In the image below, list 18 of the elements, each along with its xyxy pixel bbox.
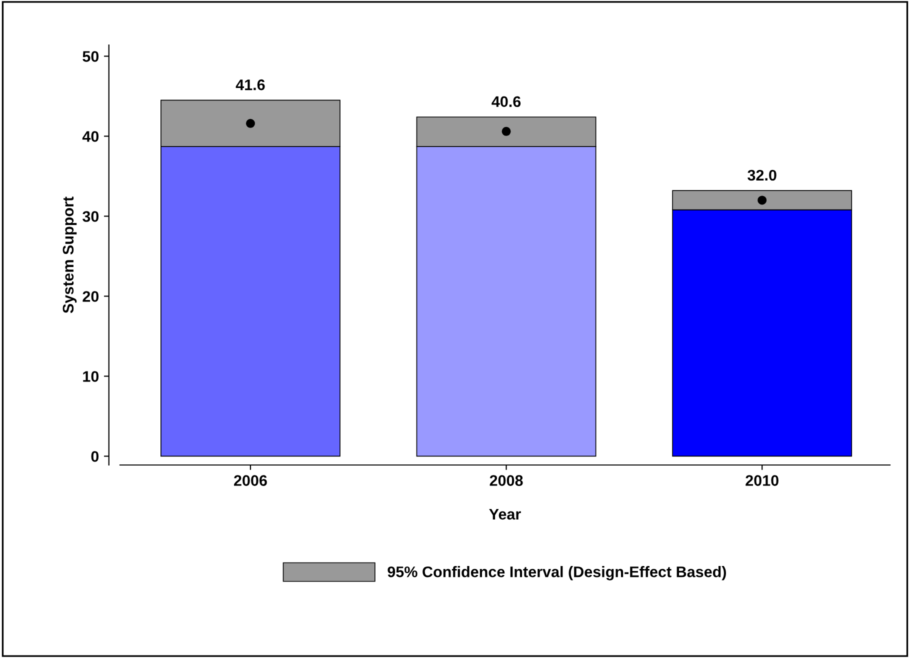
x-tick-label: 2006 (234, 475, 267, 486)
x-tick-label: 2008 (490, 475, 523, 486)
y-tick-label: 40 (82, 131, 99, 142)
point (502, 126, 511, 136)
y-tick-label: 30 (82, 211, 99, 222)
point (246, 118, 255, 128)
y-tick-label: 0 (91, 451, 99, 462)
text: 95% Confidence Interval (Design-Effect Based) (388, 566, 726, 580)
x-axis-title: Year (489, 508, 521, 520)
y-axis-title: System Support (62, 196, 77, 314)
data-label: 41.6 (236, 79, 265, 90)
y-tick-label: 50 (82, 51, 99, 62)
point (758, 196, 767, 205)
data-label: 40.6 (492, 96, 521, 108)
data-label: 32.0 (748, 170, 776, 181)
x-tick-label: 2010 (746, 475, 778, 486)
y-tick-label: 10 (83, 371, 99, 382)
y-tick-label: 20 (82, 291, 99, 302)
